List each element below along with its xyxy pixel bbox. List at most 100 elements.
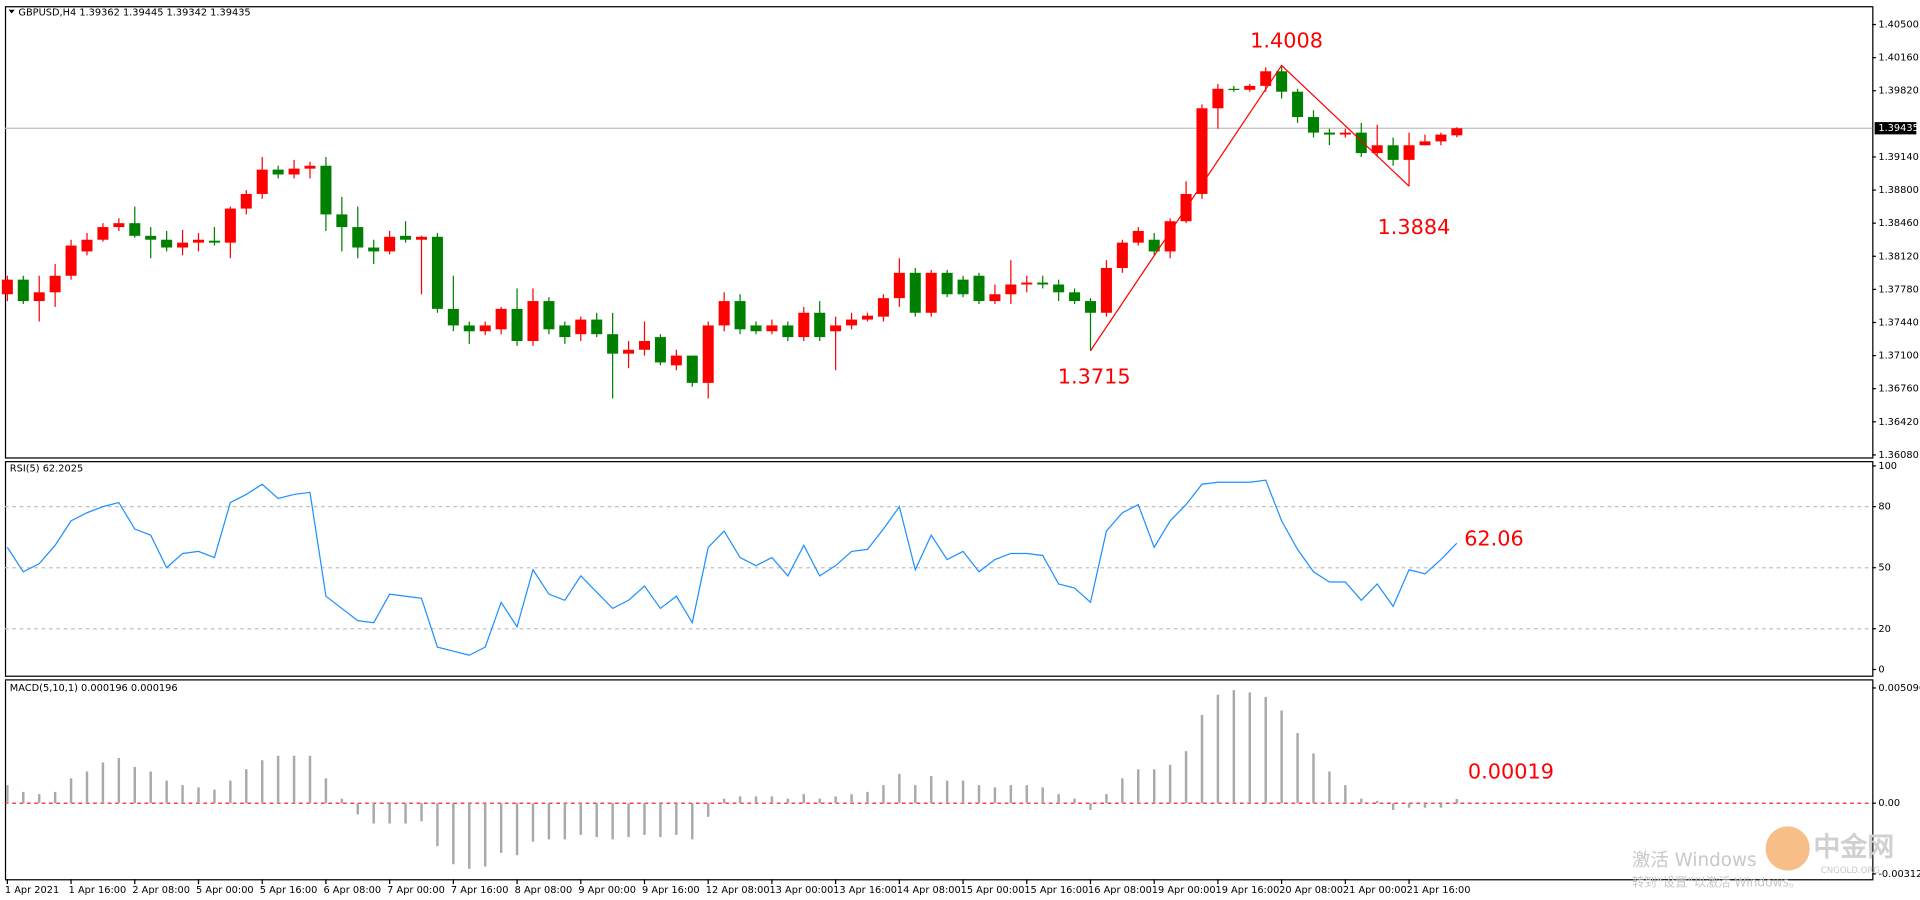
macd-bar	[675, 803, 678, 835]
candle-body	[798, 312, 810, 338]
candle-body	[97, 227, 109, 240]
candle-body	[702, 325, 714, 383]
x-tick-label: 1 Apr 2021	[5, 885, 59, 896]
watermark: 激活 Windows	[1632, 850, 1757, 871]
current-price-box	[1874, 122, 1917, 135]
macd-bar	[722, 798, 726, 804]
candle-body	[192, 239, 205, 243]
candle-body	[1355, 132, 1367, 154]
macd-bar	[308, 755, 312, 804]
candle-body	[1403, 145, 1415, 160]
macd-bar	[1216, 694, 1220, 804]
macd-bar	[276, 755, 280, 804]
macd-bar	[1248, 692, 1252, 804]
candle-body	[607, 334, 619, 354]
x-tick-label: 19 Apr 00:00	[1152, 885, 1216, 896]
candle-body	[1069, 292, 1081, 302]
macd-bar	[197, 787, 200, 804]
x-tick-label: 7 Apr 00:00	[387, 885, 445, 896]
macd-bar	[1296, 733, 1299, 804]
macd-bar	[1423, 803, 1427, 808]
macd-bar	[85, 771, 89, 804]
macd-bar	[181, 785, 184, 804]
rsi-title: RSI(5) 62.2025	[10, 463, 83, 474]
candle-body	[1116, 242, 1128, 268]
macd-bar	[1375, 800, 1379, 804]
candle-body	[161, 239, 173, 248]
macd-annotation: 0.00019	[1468, 759, 1554, 783]
macd-bar	[101, 762, 105, 804]
low-annotation: 1.3884	[1378, 215, 1451, 239]
x-tick-label: 5 Apr 16:00	[260, 885, 318, 896]
y-tick-label: 100	[1878, 461, 1897, 472]
candle-body	[208, 240, 220, 243]
y-tick-label: 1.36420	[1878, 417, 1919, 428]
candle-body	[256, 169, 268, 194]
x-tick-label: 2 Apr 08:00	[132, 885, 190, 896]
macd-bar	[850, 794, 853, 804]
candle-body	[495, 308, 507, 330]
macd-bar	[324, 778, 328, 804]
candle-body	[973, 275, 985, 302]
candle-body	[782, 325, 794, 338]
y-tick-label: 1.37100	[1878, 351, 1919, 362]
y-tick-label: 0.005096	[1878, 683, 1920, 694]
macd-bar	[37, 794, 41, 804]
candle-body	[1, 279, 13, 295]
x-tick-label: 19 Apr 16:00	[1215, 885, 1279, 896]
macd-title: MACD(5,10,1) 0.000196 0.000196	[10, 683, 178, 694]
x-tick-label: 15 Apr 16:00	[1024, 885, 1088, 896]
candle-body	[1339, 132, 1351, 135]
candle-body	[591, 319, 603, 335]
x-tick-label: 15 Apr 00:00	[961, 885, 1025, 896]
y-tick-label: 1.37780	[1878, 284, 1919, 295]
candle-body	[129, 223, 141, 236]
macd-bar	[531, 803, 535, 842]
macd-bar	[69, 778, 73, 804]
candle-body	[224, 208, 236, 243]
y-tick-label: 1.36760	[1878, 384, 1919, 395]
macd-bar	[1009, 785, 1013, 804]
logo-icon	[1765, 826, 1810, 871]
menu-triangle[interactable]	[8, 9, 15, 14]
candle-body	[1212, 88, 1224, 109]
macd-bar	[754, 796, 758, 804]
y-tick-label: 1.40500	[1878, 20, 1919, 31]
candle-body	[1307, 117, 1320, 133]
macd-bar	[340, 798, 344, 804]
macd-bar	[929, 776, 933, 804]
candle-body	[1164, 221, 1176, 252]
candle-body	[336, 214, 348, 228]
macd-bar	[1232, 690, 1236, 804]
candle-body	[145, 235, 157, 240]
macd-bar	[898, 773, 901, 804]
candle-body	[1021, 282, 1033, 285]
macd-bar	[882, 785, 885, 804]
macd-bar	[436, 803, 439, 847]
price-title: GBPUSD,H4 1.39362 1.39445 1.39342 1.3943…	[18, 7, 250, 18]
candle-body	[543, 301, 555, 330]
macd-bar	[213, 789, 216, 804]
candle-body	[368, 247, 380, 252]
candle-body	[527, 301, 539, 341]
macd-bar	[165, 780, 168, 804]
candle-body	[431, 236, 443, 309]
candle-body	[941, 272, 953, 295]
y-tick-label: -0.003127	[1878, 869, 1920, 880]
x-tick-label: 5 Apr 00:00	[196, 885, 254, 896]
y-tick-label: 20	[1878, 624, 1890, 635]
candle-body	[320, 165, 332, 215]
macd-bar	[706, 803, 710, 817]
candle-body	[384, 236, 396, 252]
price-panel	[4, 6, 1874, 459]
macd-bar	[961, 780, 965, 804]
candle-body	[479, 325, 491, 332]
y-tick-label: 1.38120	[1878, 251, 1919, 262]
macd-bar	[563, 803, 567, 840]
macd-bar	[53, 791, 57, 804]
macd-bar	[993, 787, 997, 804]
macd-bar	[627, 803, 630, 838]
candle-body	[670, 355, 682, 366]
candle-body	[352, 227, 364, 248]
